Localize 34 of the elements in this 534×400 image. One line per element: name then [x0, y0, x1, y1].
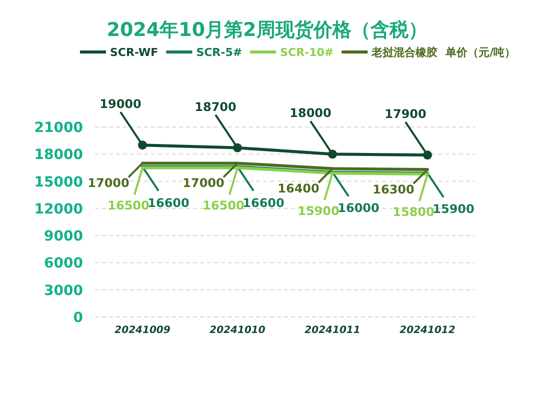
- data-label: 17900: [384, 107, 426, 122]
- y-tick-label: 21000: [34, 120, 84, 136]
- x-tick-label: 20241010: [210, 325, 266, 336]
- data-label: 16000: [338, 201, 380, 216]
- data-label: 16600: [242, 196, 284, 210]
- data-label: 16600: [148, 196, 190, 210]
- chart-title: 2024年10月第2周现货价格（含税）: [106, 19, 428, 41]
- data-label: 19000: [100, 97, 142, 112]
- legend-label: SCR-WF: [110, 46, 158, 59]
- y-tick-label: 0: [73, 310, 84, 326]
- legend-label: 老挝混合橡胶: [370, 46, 438, 59]
- legend-label: SCR-5#: [196, 46, 242, 59]
- data-label: 17000: [182, 176, 224, 190]
- y-tick-label: 3000: [44, 282, 84, 299]
- data-label: 15900: [432, 202, 474, 216]
- data-label: 15800: [392, 205, 434, 220]
- x-tick-label: 20241009: [114, 325, 170, 336]
- y-tick-label: 15000: [34, 174, 84, 190]
- data-label: 16400: [278, 182, 320, 196]
- y-tick-label: 6000: [44, 256, 84, 272]
- data-label: 16300: [372, 182, 414, 197]
- data-label: 17000: [88, 176, 130, 190]
- text: 单价（元/吨）: [444, 46, 516, 59]
- data-label: 18700: [194, 100, 236, 114]
- data-label: 16500: [202, 198, 244, 213]
- y-tick-label: 12000: [34, 201, 84, 218]
- y-tick-label: 18000: [34, 147, 84, 164]
- y-tick-label: 9000: [44, 228, 84, 245]
- data-label: 18000: [290, 106, 332, 120]
- legend-label: SCR-10#: [280, 46, 334, 59]
- data-label: 16500: [108, 198, 150, 213]
- x-tick-label: 20241011: [304, 325, 360, 336]
- x-tick-label: 20241012: [400, 325, 456, 336]
- data-label: 15900: [298, 204, 340, 218]
